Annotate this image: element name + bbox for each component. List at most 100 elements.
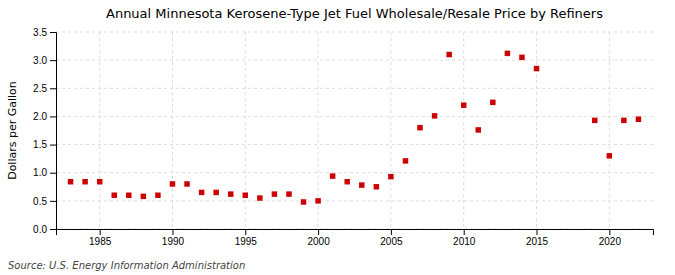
point [388,174,393,179]
x-tick-mark [609,229,610,235]
point [155,192,160,197]
x-tick-mark [245,229,246,235]
x-tick-label: 1985 [89,236,112,247]
point [199,190,204,195]
x-tick-mark [172,229,173,235]
point [607,153,612,158]
annotation: Source: U.S. Energy Information Administ… [8,260,245,271]
point [519,55,524,60]
grid [56,32,653,229]
point [490,100,495,105]
x-tick-mark [537,229,538,235]
x-tick-mark [100,229,101,235]
x-tick-label: 1990 [162,236,185,247]
x-tick-mark [318,229,319,235]
x-tick-label: 2015 [526,236,549,247]
x-tick-mark [391,229,392,235]
point [344,179,349,184]
y-tick-label: 1.0 [33,167,47,178]
point [432,113,437,118]
point [213,190,218,195]
y-tick-label: 3.0 [33,55,47,66]
y-tick-mark [50,201,56,202]
point [257,195,262,200]
point [286,191,291,196]
point [403,158,408,163]
x-axis: 1985 1990 1995 2000 2005 2010 2015 2020 [57,229,654,247]
point [243,192,248,197]
point [141,194,146,199]
x-tick-label: 2010 [453,236,476,247]
x-tick: 1995 [235,229,258,247]
x-tick-label: 2005 [380,236,403,247]
grid-line-x [390,32,391,229]
y-tick-label: 2.5 [33,83,47,94]
y-tick-mark [50,173,56,174]
grid-line-x [463,32,464,229]
y-tick: 0.0 [33,224,56,235]
point [592,118,597,123]
y-tick-mark [50,116,56,117]
grid-line-y [56,144,653,145]
point [68,179,73,184]
point [534,66,539,71]
point [170,181,175,186]
y-axis-label: Dollars per Gallon [6,81,19,180]
chart: 1985 1990 1995 2000 2005 2010 2015 2020 0.0 0.5 1.… [0,0,675,275]
grid-line-x [172,32,173,229]
y-tick-mark [50,229,56,230]
point [374,184,379,189]
point [461,102,466,107]
point [315,198,320,203]
x-tick: 2005 [380,229,403,247]
y-tick-mark [50,88,56,89]
point [417,125,422,130]
x-tick: 2000 [307,229,330,247]
point [330,173,335,178]
x-tick-label: 2020 [599,236,622,247]
x-tick-label: 2000 [307,236,330,247]
x-tick: 1990 [162,229,185,247]
y-tick: 1.0 [33,167,56,178]
y-tick: 2.0 [33,111,56,122]
grid-line-x [99,32,100,229]
point [476,127,481,132]
point [621,118,626,123]
y-tick: 0.5 [33,196,56,207]
y-axis: 0.0 0.5 1.0 1.5 2.0 2.5 3.0 3.5 [33,27,56,235]
x-tick: 1985 [89,229,112,247]
title: Annual Minnesota Kerosene-Type Jet Fuel … [106,6,603,21]
x-axis-line [57,230,654,236]
grid-line-y [56,88,653,89]
y-tick: 3.0 [33,55,56,66]
y-tick-label: 2.0 [33,111,47,122]
point [359,182,364,187]
grid-line-y [56,116,653,117]
point [112,192,117,197]
point [228,191,233,196]
point [184,181,189,186]
point [82,179,87,184]
grid-line-y [56,32,653,33]
y-tick: 3.5 [33,27,56,38]
point [446,52,451,57]
x-tick: 2010 [453,229,476,247]
y-tick-label: 0.5 [33,196,47,207]
y-axis-line [50,33,57,230]
y-tick-mark [50,145,56,146]
grid-line-y [56,172,653,173]
y-tick-label: 1.5 [33,139,47,150]
point [97,179,102,184]
x-tick-label: 1995 [235,236,258,247]
point [126,192,131,197]
point [272,191,277,196]
point [636,117,641,122]
y-tick-label: 3.5 [33,27,47,38]
y-tick-mark [50,32,56,33]
point [505,51,510,56]
plot-area: 1985 1990 1995 2000 2005 2010 2015 2020 0.0 0.5 1.… [33,27,653,247]
x-tick: 2015 [526,229,549,247]
grid-line-y [56,200,653,201]
y-tick: 1.5 [33,139,56,150]
x-tick-mark [464,229,465,235]
